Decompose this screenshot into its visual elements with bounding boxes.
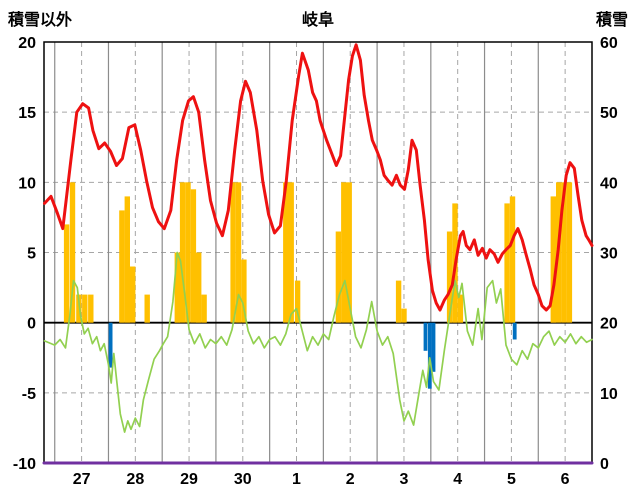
x-axis-tick-label: 27 xyxy=(73,471,91,488)
right-axis-tick-label: 50 xyxy=(600,105,618,122)
sunshine-bars xyxy=(288,182,294,323)
sunshine-bars xyxy=(174,252,180,323)
x-axis-tick-label: 1 xyxy=(292,471,301,488)
left-axis-tick-label: 15 xyxy=(18,105,36,122)
left-axis-tick-label: -5 xyxy=(22,386,36,403)
left-axis-tick-label: -10 xyxy=(13,456,36,473)
sunshine-bars xyxy=(196,252,202,323)
sunshine-bars xyxy=(395,280,402,323)
sunshine-bars xyxy=(509,196,516,323)
sunshine-bars xyxy=(63,224,70,323)
sunshine-bars xyxy=(346,182,352,323)
precipitation-bars xyxy=(427,322,432,389)
sunshine-bars xyxy=(283,182,289,323)
sunshine-bars xyxy=(179,182,186,323)
precipitation-bars xyxy=(423,322,428,351)
right-axis-title: 積雪 xyxy=(595,12,628,29)
sunshine-bars xyxy=(550,196,556,323)
sunshine-bars xyxy=(566,182,573,323)
green-line xyxy=(43,251,593,433)
sunshine-bars xyxy=(130,266,136,323)
sunshine-bars xyxy=(235,182,242,323)
precipitation-bars xyxy=(512,322,517,340)
right-axis-tick-label: 20 xyxy=(600,316,618,333)
sunshine-bars xyxy=(241,259,247,323)
right-axis-tick-label: 60 xyxy=(600,35,618,52)
sunshine-bars xyxy=(190,189,197,323)
x-axis-tick-label: 2 xyxy=(346,471,355,488)
sunshine-bars xyxy=(335,231,342,323)
right-axis-tick-label: 0 xyxy=(600,456,609,473)
x-axis-tick-label: 28 xyxy=(126,471,144,488)
sunshine-bars xyxy=(185,182,191,323)
sunshine-bars xyxy=(561,182,567,323)
sunshine-bars xyxy=(144,294,150,323)
left-axis-title: 積雪以外 xyxy=(8,12,73,29)
x-axis-tick-label: 29 xyxy=(180,471,198,488)
sunshine-bars xyxy=(504,203,510,323)
sunshine-bars xyxy=(401,308,407,323)
x-axis-tick-label: 5 xyxy=(507,471,516,488)
sunshine-bars xyxy=(119,210,125,323)
sunshine-bars xyxy=(82,294,88,323)
right-axis-tick-label: 10 xyxy=(600,386,618,403)
right-axis-tick-label: 30 xyxy=(600,246,618,263)
left-axis-tick-label: 0 xyxy=(27,316,36,333)
sunshine-bars xyxy=(201,294,207,323)
sunshine-bars xyxy=(69,182,76,323)
left-axis-tick-label: 10 xyxy=(18,175,36,192)
precipitation-bars xyxy=(431,322,436,372)
x-axis-tick-label: 4 xyxy=(453,471,462,488)
temperature-line xyxy=(43,43,594,312)
right-axis-tick-label: 40 xyxy=(600,175,618,192)
sunshine-bars xyxy=(341,182,347,323)
chart-title: 岐阜 xyxy=(301,12,334,29)
x-axis-tick-label: 6 xyxy=(561,471,570,488)
left-axis-tick-label: 20 xyxy=(18,35,36,52)
sunshine-bars xyxy=(124,196,130,323)
sunshine-bars xyxy=(446,231,453,323)
sunshine-bars xyxy=(88,294,94,323)
x-axis-tick-label: 30 xyxy=(234,471,252,488)
sunshine-bars xyxy=(457,294,464,323)
x-axis-tick-label: 3 xyxy=(400,471,409,488)
precipitation-bars xyxy=(108,322,113,368)
sunshine-bars xyxy=(294,280,301,323)
sunshine-bars xyxy=(230,182,236,323)
left-axis-tick-label: 5 xyxy=(27,246,36,263)
